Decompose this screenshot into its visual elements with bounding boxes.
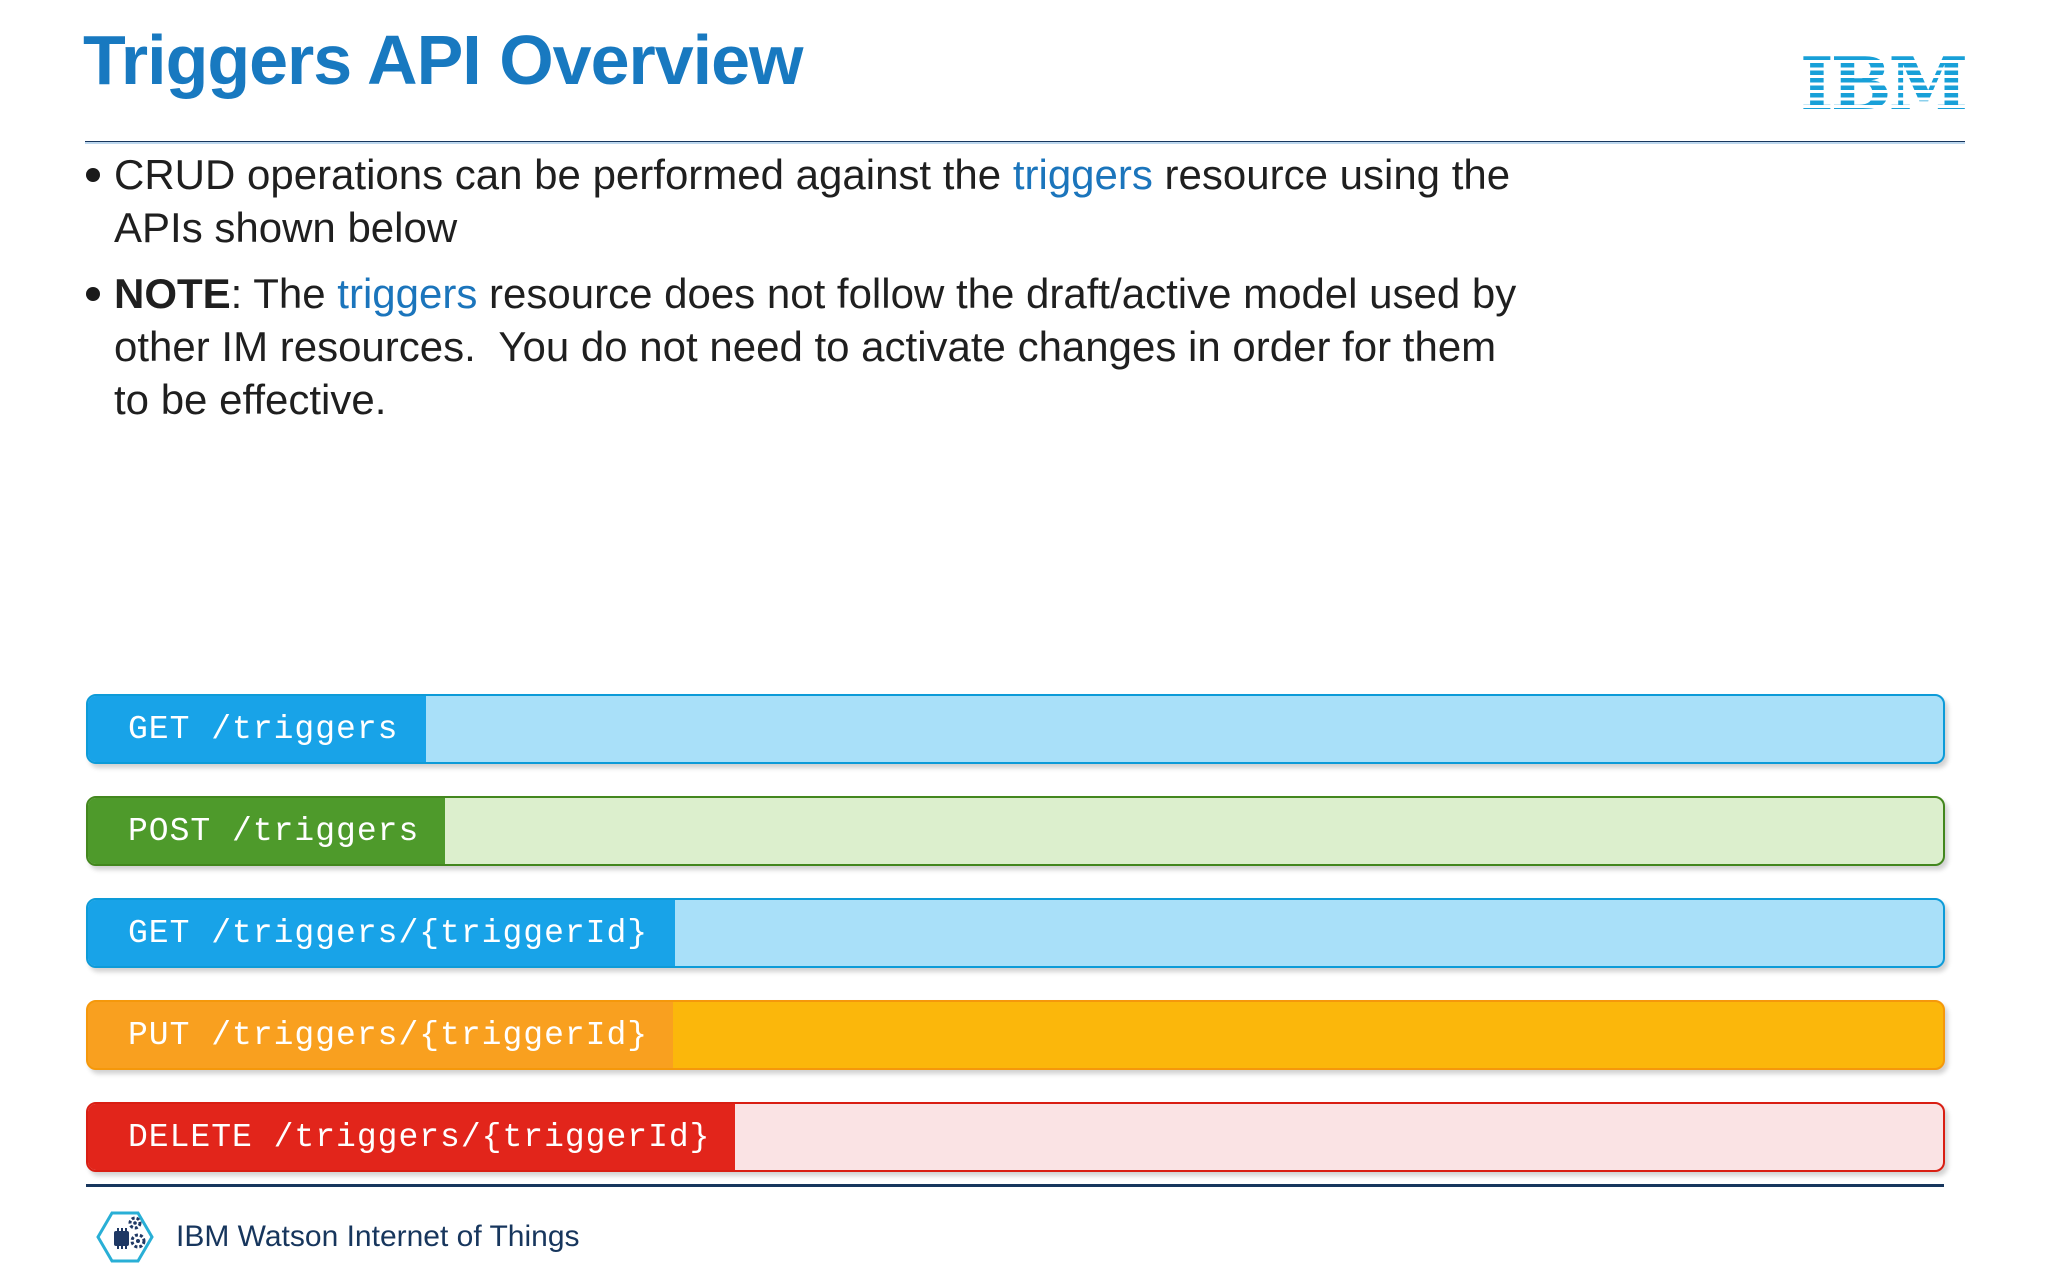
body-text: CRUD operations can be performed against… bbox=[114, 151, 1013, 198]
bullet-line: APIs shown below bbox=[114, 201, 1510, 254]
footer-label: IBM Watson Internet of Things bbox=[176, 1220, 580, 1253]
body-text: resource does not follow the draft/activ… bbox=[477, 270, 1517, 317]
footer-divider bbox=[86, 1184, 1944, 1187]
api-bar-label-text: DELETE /triggers/{triggerId} bbox=[128, 1118, 711, 1156]
bullet-item: CRUD operations can be performed against… bbox=[84, 148, 1984, 254]
accent-text: triggers bbox=[337, 270, 478, 317]
api-bar-label-text: GET /triggers/{triggerId} bbox=[128, 914, 649, 952]
footer: IBM Watson Internet of Things bbox=[92, 1204, 580, 1270]
body-text: to be effective. bbox=[114, 376, 387, 423]
bullet-marker bbox=[86, 168, 100, 182]
bullet-item: NOTE: The triggers resource does not fol… bbox=[84, 267, 1984, 426]
ibm-logo: IBM bbox=[1800, 41, 1968, 126]
body-text: NOTE bbox=[114, 270, 231, 317]
body-text: other IM resources. You do not need to a… bbox=[114, 323, 1497, 370]
bullet-list: CRUD operations can be performed against… bbox=[84, 148, 1984, 439]
api-bar: GET /triggers bbox=[86, 694, 1945, 764]
bullet-text: CRUD operations can be performed against… bbox=[114, 148, 1510, 254]
bullet-line: to be effective. bbox=[114, 373, 1516, 426]
api-bar-label: DELETE /triggers/{triggerId} bbox=[88, 1104, 735, 1170]
bullet-line: CRUD operations can be performed against… bbox=[114, 148, 1510, 201]
api-bar-label-text: GET /triggers bbox=[128, 710, 399, 748]
bullet-marker bbox=[86, 287, 100, 301]
api-bar: GET /triggers/{triggerId} bbox=[86, 898, 1945, 968]
api-bar: POST /triggers bbox=[86, 796, 1945, 866]
api-bar: DELETE /triggers/{triggerId} bbox=[86, 1102, 1945, 1172]
body-text: resource using the bbox=[1152, 151, 1511, 198]
api-bar-label-text: POST /triggers bbox=[128, 812, 420, 850]
body-text: : The bbox=[230, 270, 338, 317]
bullet-line: NOTE: The triggers resource does not fol… bbox=[114, 267, 1516, 320]
api-bar-label: POST /triggers bbox=[88, 798, 445, 864]
api-bar-label: PUT /triggers/{triggerId} bbox=[88, 1002, 673, 1068]
api-bar-list: GET /triggers POST /triggers GET /triggers… bbox=[86, 694, 1945, 1204]
bullet-text: NOTE: The triggers resource does not fol… bbox=[114, 267, 1516, 426]
api-bar-label-text: PUT /triggers/{triggerId} bbox=[128, 1016, 649, 1054]
api-bar-label: GET /triggers/{triggerId} bbox=[88, 900, 675, 966]
accent-text: triggers bbox=[1012, 151, 1153, 198]
api-bar-label: GET /triggers bbox=[88, 696, 426, 762]
watson-iot-hexagon-icon bbox=[96, 1211, 154, 1263]
page-title: Triggers API Overview bbox=[83, 21, 804, 99]
title-divider bbox=[85, 141, 1965, 144]
body-text: APIs shown below bbox=[114, 204, 458, 251]
api-bar: PUT /triggers/{triggerId} bbox=[86, 1000, 1945, 1070]
bullet-line: other IM resources. You do not need to a… bbox=[114, 320, 1516, 373]
